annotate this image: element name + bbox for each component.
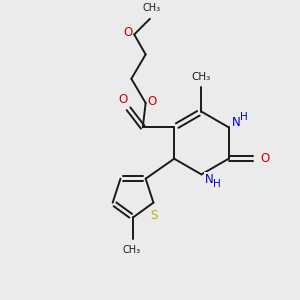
Text: O: O: [147, 94, 157, 107]
Text: O: O: [118, 93, 128, 106]
Text: O: O: [123, 26, 133, 39]
Text: H: H: [213, 179, 221, 189]
Text: S: S: [150, 209, 158, 222]
Text: N: N: [232, 116, 241, 129]
Text: H: H: [240, 112, 248, 122]
Text: CH₃: CH₃: [192, 72, 211, 82]
Text: CH₃: CH₃: [142, 3, 160, 13]
Text: O: O: [260, 152, 269, 165]
Text: CH₃: CH₃: [123, 244, 141, 255]
Text: N: N: [205, 173, 214, 186]
